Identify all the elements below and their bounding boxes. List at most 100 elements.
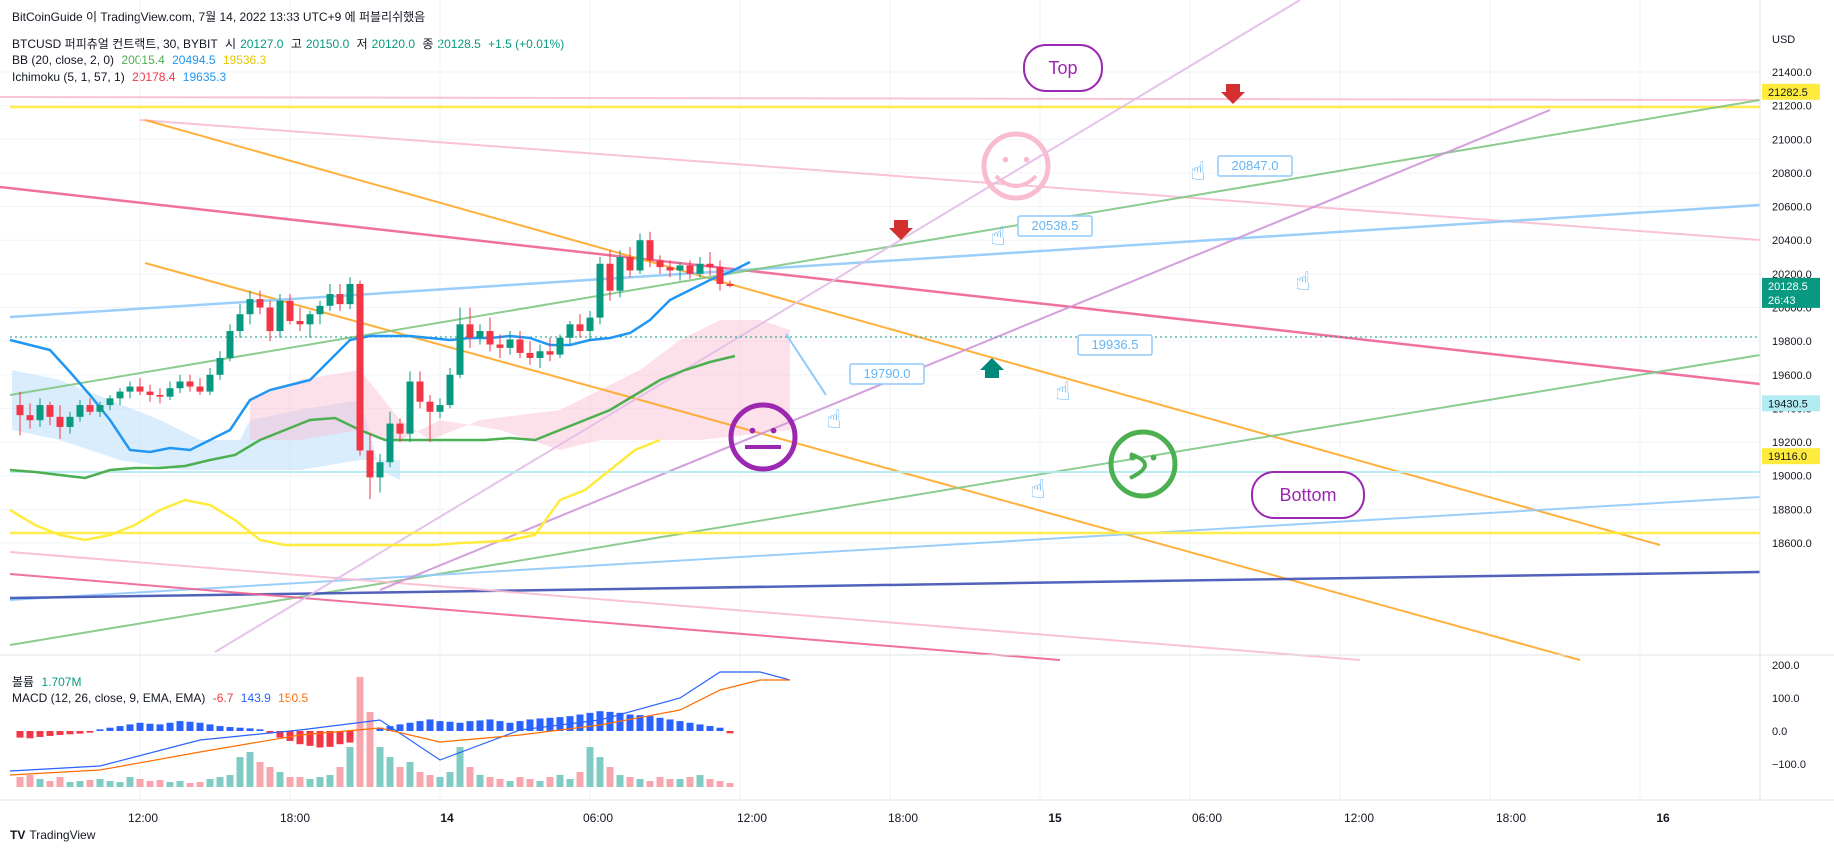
- arrow-down-icon: [1221, 84, 1245, 104]
- callout-bottom: Bottom: [1279, 485, 1336, 505]
- candles: [16, 231, 734, 500]
- candle: [636, 240, 644, 271]
- volume-bar: [406, 762, 414, 787]
- volume-bar: [26, 775, 34, 787]
- macd-hist-bar: [166, 722, 174, 731]
- candle: [256, 299, 264, 308]
- neutral-face-icon-eye: [749, 427, 756, 434]
- volume-bar: [256, 762, 264, 787]
- candle: [386, 423, 394, 463]
- pointing-hand-icon: ☝: [1190, 157, 1206, 187]
- macd-legend[interactable]: MACD (12, 26, close, 9, EMA, EMA) -6.7 1…: [12, 691, 312, 705]
- drawings: Top Bottom 20847.0 20538.5 19936.5 19790.0 ☝ ☝ ☝…: [728, 44, 1365, 519]
- candle: [366, 450, 374, 478]
- volume-bar: [586, 747, 594, 787]
- macd-line-value: 143.9: [240, 691, 271, 705]
- macd-label: MACD (12, 26, close, 9, EMA, EMA): [12, 691, 206, 705]
- volume-bar: [116, 782, 124, 787]
- price-note-box: [1217, 155, 1293, 177]
- macd-hist-bar: [706, 726, 714, 731]
- arrow-down-icon: [889, 220, 913, 240]
- trend-line: [9, 354, 1761, 646]
- change-value: +1.5 (+0.01%): [488, 37, 565, 51]
- macd-hist-bar: [236, 727, 244, 731]
- high-value: 20150.0: [305, 37, 350, 51]
- price-tick-label: 21000.0: [1772, 134, 1812, 146]
- macd-hist-bar: [696, 724, 704, 731]
- volume-legend[interactable]: 볼륨 1.707M: [12, 673, 85, 690]
- volume-bar: [146, 781, 154, 787]
- price-tick-label: 20600.0: [1772, 202, 1812, 214]
- candle: [166, 388, 174, 397]
- macd-hist-bar: [16, 731, 24, 738]
- price-label: 20128.5: [1768, 281, 1808, 293]
- trend-line: [9, 203, 1761, 319]
- ichimoku-a-value: 20178.4: [132, 70, 176, 84]
- price-tick-label: 20400.0: [1772, 235, 1812, 247]
- macd-hist-bar: [266, 731, 274, 733]
- candle: [586, 317, 594, 332]
- macd-hist-bar: [726, 731, 734, 734]
- volume-bar: [296, 777, 304, 787]
- candle: [716, 267, 724, 284]
- macd-tick-label: 0.0: [1772, 726, 1787, 738]
- wink-face-icon-eye: [1150, 454, 1157, 461]
- ichimoku-cloud: [12, 320, 790, 480]
- macd-hist-bar: [526, 719, 534, 731]
- macd-hist-bar: [636, 715, 644, 731]
- candle: [86, 405, 94, 412]
- volume-bar: [666, 779, 674, 787]
- macd-hist-bar: [466, 721, 474, 731]
- price-tick-label: 21200.0: [1772, 101, 1812, 113]
- volume-bar: [336, 767, 344, 787]
- volume-bar: [156, 780, 164, 787]
- candle: [456, 324, 464, 375]
- trend-line: [9, 573, 1061, 661]
- footer-brand: TradingView: [29, 828, 96, 842]
- candle: [356, 283, 364, 451]
- candle: [466, 324, 474, 338]
- candle: [276, 300, 284, 332]
- macd-hist-bar: [96, 729, 104, 731]
- candle: [706, 263, 714, 268]
- macd-hist-bar: [126, 724, 134, 731]
- macd-hist-bar: [506, 722, 514, 731]
- bb-legend[interactable]: BB (20, close, 2, 0) 20015.4 20494.5 195…: [12, 53, 270, 67]
- candle: [116, 391, 124, 399]
- candle: [696, 263, 704, 274]
- candle: [56, 416, 64, 427]
- tradingview-logo[interactable]: TV TradingView: [10, 828, 95, 842]
- trend-line: [9, 99, 1761, 396]
- candle: [96, 405, 104, 412]
- ichimoku-legend[interactable]: Ichimoku (5, 1, 57, 1) 20178.4 19635.3: [12, 70, 230, 84]
- candle: [246, 299, 254, 315]
- trend-line: [144, 262, 1581, 661]
- macd-hist-bar: [386, 726, 394, 731]
- candle: [296, 320, 304, 325]
- macd-hist-bar: [426, 719, 434, 731]
- volume-bar: [436, 777, 444, 787]
- volume-bar: [56, 777, 64, 787]
- price-tick-label: 18600.0: [1772, 538, 1812, 550]
- volume-bar: [86, 780, 94, 787]
- price-label: 19430.5: [1768, 398, 1808, 410]
- price-label-bg: [1762, 277, 1820, 308]
- candle: [76, 405, 84, 417]
- candle: [46, 405, 54, 417]
- bb-lower-value: 19536.3: [222, 53, 267, 67]
- volume-bar: [106, 781, 114, 787]
- symbol-legend: BTCUSD 퍼피츄얼 컨트랙트, 30, BYBIT 시 20127.0 고 20…: [12, 35, 568, 52]
- symbol-name[interactable]: BTCUSD 퍼피츄얼 컨트랙트, 30, BYBIT: [12, 37, 218, 51]
- volume-bar: [596, 757, 604, 787]
- wink-face-icon: [1108, 429, 1178, 499]
- price-label-countdown: 26:43: [1768, 295, 1796, 307]
- candle: [176, 381, 184, 389]
- candle: [616, 257, 624, 291]
- candle: [146, 391, 154, 395]
- price-note: 19936.5: [1092, 337, 1139, 352]
- macd-hist-bar: [346, 731, 354, 743]
- macd-hist-bar: [596, 711, 604, 731]
- volume-bar: [46, 781, 54, 787]
- candle: [436, 405, 444, 412]
